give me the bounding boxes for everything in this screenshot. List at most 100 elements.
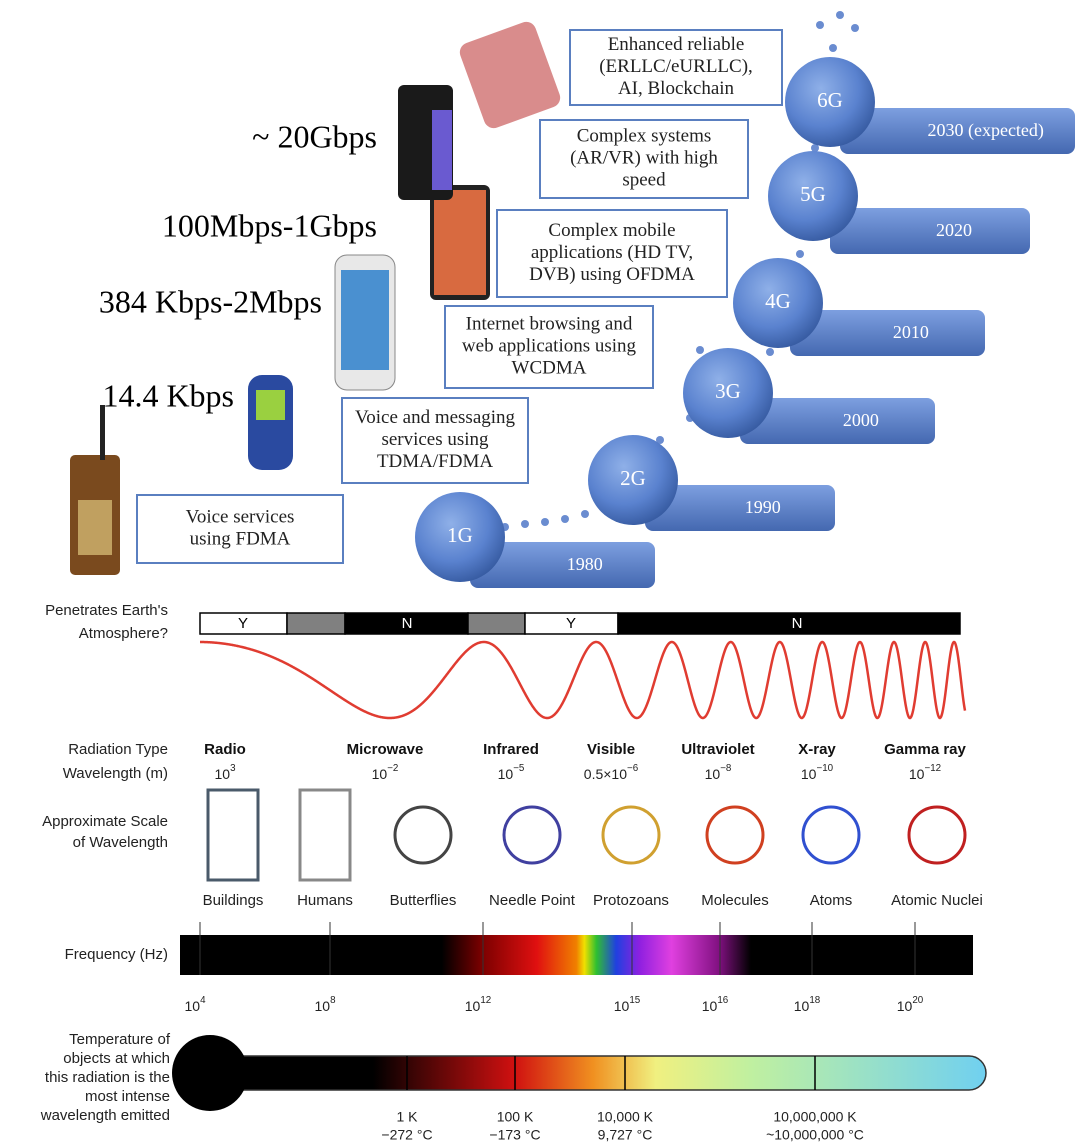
service-text: TDMA/FDMA [377,451,493,472]
scale-icon [504,807,560,863]
wavelength-value-exp: −10 [816,763,833,774]
connector-dot [829,44,837,52]
service-text: speed [622,169,666,190]
frequency-label: Frequency (Hz) [65,946,168,963]
wavelength-value: 10−2 [372,763,399,782]
generation-name: 1G [447,523,473,547]
generation-name: 2G [620,466,646,490]
scale-name: Atoms [810,892,853,909]
service-text: WCDMA [512,357,587,378]
service-text: DVB) using OFDMA [529,264,695,285]
scale-label: of Wavelength [73,834,168,851]
frequency-tick-label-base: 10 [314,998,330,1014]
scale-label: Approximate Scale [42,813,168,830]
service-text: Enhanced reliable [608,34,745,55]
generation-year: 2010 [893,322,929,342]
service-text: (AR/VR) with high [570,147,718,168]
frequency-tick-label-base: 10 [184,998,200,1014]
wavelength-value-base: 10 [498,766,514,782]
service-text: web applications using [462,335,637,356]
wavelength-value-base: 10 [372,766,388,782]
frequency-tick-label-exp: 8 [330,995,336,1006]
temperature-kelvin: 100 K [497,1109,534,1125]
frequency-tick-label-base: 10 [702,998,718,1014]
service-text: Complex mobile [548,220,675,241]
wavelength-value: 10−5 [498,763,525,782]
temperature-kelvin: 10,000,000 K [773,1109,857,1125]
connector-dot [851,24,859,32]
thermometer-bulb [172,1035,248,1111]
service-text: AI, Blockchain [618,78,735,99]
wavelength-value-exp: −5 [513,763,525,774]
atmosphere-label: Penetrates Earth's [45,602,168,619]
wavelength-value-base: 10 [801,766,817,782]
frequency-tick-label: 1012 [465,995,491,1014]
radiation-name: Infrared [483,741,539,758]
atmosphere-value: N [402,615,413,632]
radiation-name: Ultraviolet [681,741,754,758]
service-text: Voice services [186,506,295,527]
generation-name: 4G [765,289,791,313]
connector-dot [541,518,549,526]
wavelength-value-exp: −2 [387,763,398,774]
atmosphere-segment [468,613,525,634]
frequency-tick-label-exp: 18 [809,995,820,1006]
scale-name: Humans [297,892,353,909]
service-text: Internet browsing and [466,313,633,334]
scale-icon [803,807,859,863]
infographic: ~ 20Gbps100Mbps-1Gbps384 Kbps-2Mbps14.4 … [0,0,1081,1148]
scale-icon [707,807,763,863]
frequency-tick-label: 1016 [702,995,729,1014]
scale-name: Butterflies [390,892,457,909]
temperature-label: objects at which [63,1050,170,1067]
scale-name: Molecules [701,892,769,909]
temperature-label: most intense [85,1088,170,1105]
radiation-name: X-ray [798,741,836,758]
scale-icon [395,807,451,863]
temperature-celsius: 9,727 °C [598,1127,653,1143]
generation-year: 2000 [843,410,879,430]
atmosphere-segment [287,613,345,634]
wavelength-value-exp: −6 [627,763,639,774]
temperature-label: this radiation is the [45,1069,170,1086]
frequency-tick-label-base: 10 [794,998,810,1014]
scale-name: Buildings [203,892,264,909]
wavelength-value-exp: −8 [720,763,732,774]
frequency-tick-label-exp: 16 [717,995,728,1006]
wave [200,642,965,718]
atmosphere-label: Atmosphere? [79,625,168,642]
temperature-celsius: −173 °C [489,1127,540,1143]
temperature-celsius: −272 °C [381,1127,432,1143]
generation-name: 5G [800,182,826,206]
radiation-name: Visible [587,741,635,758]
wavelength-value: 103 [214,763,236,782]
generation-name: 3G [715,379,741,403]
wavelength-value-exp: −12 [924,763,941,774]
wavelength-value: 0.5×10−6 [584,763,639,782]
speed-label: ~ 20Gbps [252,118,377,154]
wavelength-value: 10−8 [705,763,732,782]
scale-icon [208,790,258,880]
radiation-type-label: Radiation Type [68,741,168,758]
connector-dot [581,510,589,518]
scale-icon [300,790,350,880]
generation-year: 2020 [936,220,972,240]
atmosphere-value: Y [566,615,576,632]
generation-year: 1980 [567,554,603,574]
frequency-tick-label-base: 10 [465,998,481,1014]
generation-year: 2030 (expected) [927,120,1043,141]
frequency-tick-label-exp: 12 [480,995,491,1006]
frequency-tick-label-exp: 20 [912,995,923,1006]
service-text: Voice and messaging [355,407,516,428]
radiation-name: Gamma ray [884,741,966,758]
speed-label: 14.4 Kbps [102,377,234,413]
frequency-tick-label-base: 10 [614,998,630,1014]
frequency-tick-label: 1018 [794,995,821,1014]
atmosphere-value: N [792,615,803,632]
thermometer-tube [200,1056,986,1090]
wavelength-value-base: 10 [705,766,721,782]
scale-name: Needle Point [489,892,576,909]
temperature-label: wavelength emitted [40,1107,170,1124]
radiation-name: Radio [204,741,246,758]
